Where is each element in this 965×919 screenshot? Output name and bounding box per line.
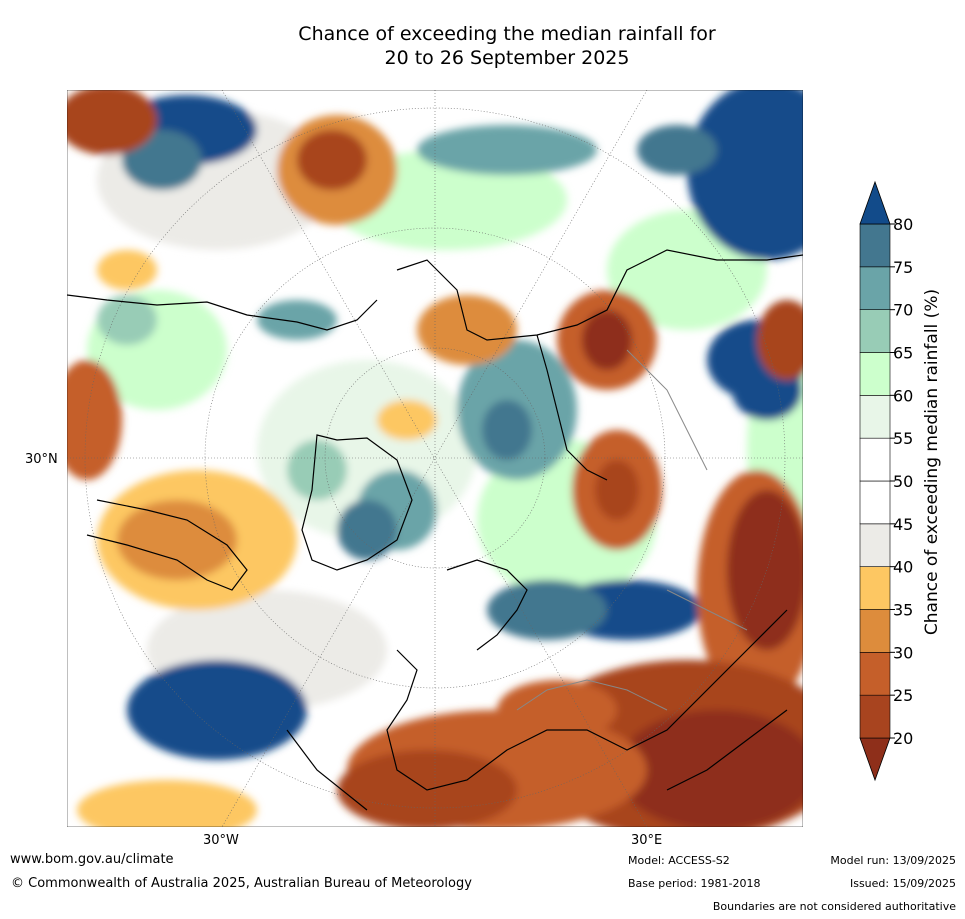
footer-copyright: © Commonwealth of Australia 2025, Austra… [11, 876, 472, 891]
map-title: Chance of exceeding the median rainfall … [0, 22, 965, 70]
colorbar-band [859, 609, 891, 653]
colorbar-extension-low [859, 737, 891, 782]
colorbar-tick-label: 80 [893, 215, 913, 234]
colorbar-tick-label: 25 [893, 686, 913, 705]
colorbar-tick-label: 40 [893, 558, 913, 577]
footer-base-period: Base period: 1981-2018 [628, 877, 761, 890]
colorbar-tick-label: 45 [893, 515, 913, 534]
colorbar-band [859, 652, 891, 696]
title-line-1: Chance of exceeding the median rainfall … [298, 23, 716, 45]
colorbar-band [859, 223, 891, 268]
colorbar-tick-label: 20 [893, 729, 913, 748]
probability-fields [67, 90, 803, 827]
colorbar-tick-label: 50 [893, 472, 913, 491]
colorbar-band [859, 352, 891, 396]
footer-issued: Issued: 15/09/2025 [849, 877, 956, 890]
lon-label-30e: 30°E [631, 833, 663, 848]
colorbar-band [859, 437, 891, 482]
coastlines [67, 249, 803, 811]
footer-model-run: Model run: 13/09/2025 [830, 854, 956, 867]
colorbar-band [859, 523, 891, 567]
colorbar-band [859, 566, 891, 610]
colorbar-label: Chance of exceeding median rainfall (%) [922, 289, 942, 635]
colorbar-tick-label: 55 [893, 429, 913, 448]
colorbar: 20 25 30 35 40 45 50 55 60 65 70 75 80 Chance of exc… [859, 180, 942, 782]
colorbar-tick-label: 70 [893, 301, 913, 320]
country-borders [516, 349, 748, 711]
colorbar-tick-label: 60 [893, 386, 913, 405]
footer-disclaimer: Boundaries are not considered authoritat… [712, 900, 956, 913]
colorbar-band [859, 266, 891, 310]
colorbar-ticks: 20 25 30 35 40 45 50 55 60 65 70 75 80 [890, 215, 913, 748]
colorbar-extension-high [859, 180, 891, 225]
title-line-2: 20 to 26 September 2025 [384, 47, 630, 69]
colorbar-swatches [859, 180, 891, 782]
colorbar-tick-label: 35 [893, 601, 913, 620]
lon-label-30w: 30°W [203, 833, 239, 848]
graticule [67, 90, 803, 827]
colorbar-band [859, 480, 891, 525]
colorbar-tick-label: 65 [893, 344, 913, 363]
footer-model: Model: ACCESS-S2 [628, 854, 730, 867]
colorbar-tick-label: 75 [893, 258, 913, 277]
colorbar-band [859, 395, 891, 439]
colorbar-band [859, 309, 891, 353]
lat-label-30n: 30°N [25, 452, 58, 467]
colorbar-band [859, 694, 891, 739]
colorbar-tick-label: 30 [893, 643, 913, 662]
rainfall-probability-map [67, 90, 803, 827]
footer-url: www.bom.gov.au/climate [10, 852, 174, 867]
